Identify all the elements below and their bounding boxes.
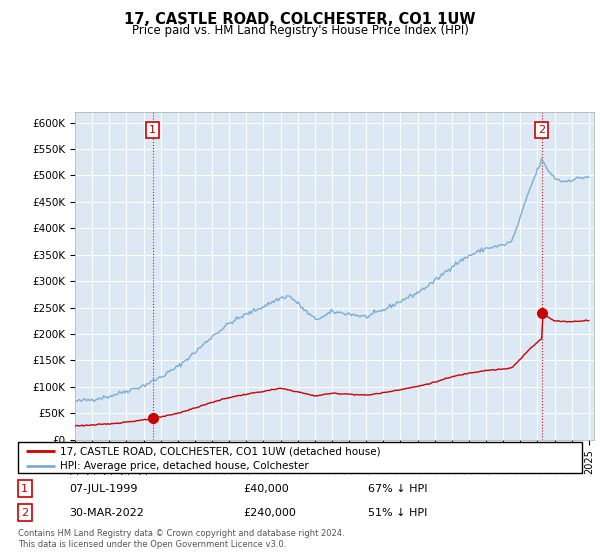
Text: £240,000: £240,000 (244, 508, 296, 517)
Text: 51% ↓ HPI: 51% ↓ HPI (368, 508, 427, 517)
Text: 1: 1 (21, 484, 28, 493)
Text: 67% ↓ HPI: 67% ↓ HPI (368, 484, 427, 493)
Text: 2: 2 (21, 508, 28, 517)
Text: 30-MAR-2022: 30-MAR-2022 (69, 508, 143, 517)
Text: 1: 1 (149, 125, 156, 135)
Text: 17, CASTLE ROAD, COLCHESTER, CO1 1UW (detached house): 17, CASTLE ROAD, COLCHESTER, CO1 1UW (de… (60, 446, 381, 456)
Text: 2: 2 (538, 125, 545, 135)
Text: £40,000: £40,000 (244, 484, 289, 493)
Text: HPI: Average price, detached house, Colchester: HPI: Average price, detached house, Colc… (60, 461, 309, 472)
Text: Price paid vs. HM Land Registry's House Price Index (HPI): Price paid vs. HM Land Registry's House … (131, 24, 469, 36)
Text: 07-JUL-1999: 07-JUL-1999 (69, 484, 137, 493)
Text: Contains HM Land Registry data © Crown copyright and database right 2024.
This d: Contains HM Land Registry data © Crown c… (18, 529, 344, 549)
Text: 17, CASTLE ROAD, COLCHESTER, CO1 1UW: 17, CASTLE ROAD, COLCHESTER, CO1 1UW (124, 12, 476, 27)
